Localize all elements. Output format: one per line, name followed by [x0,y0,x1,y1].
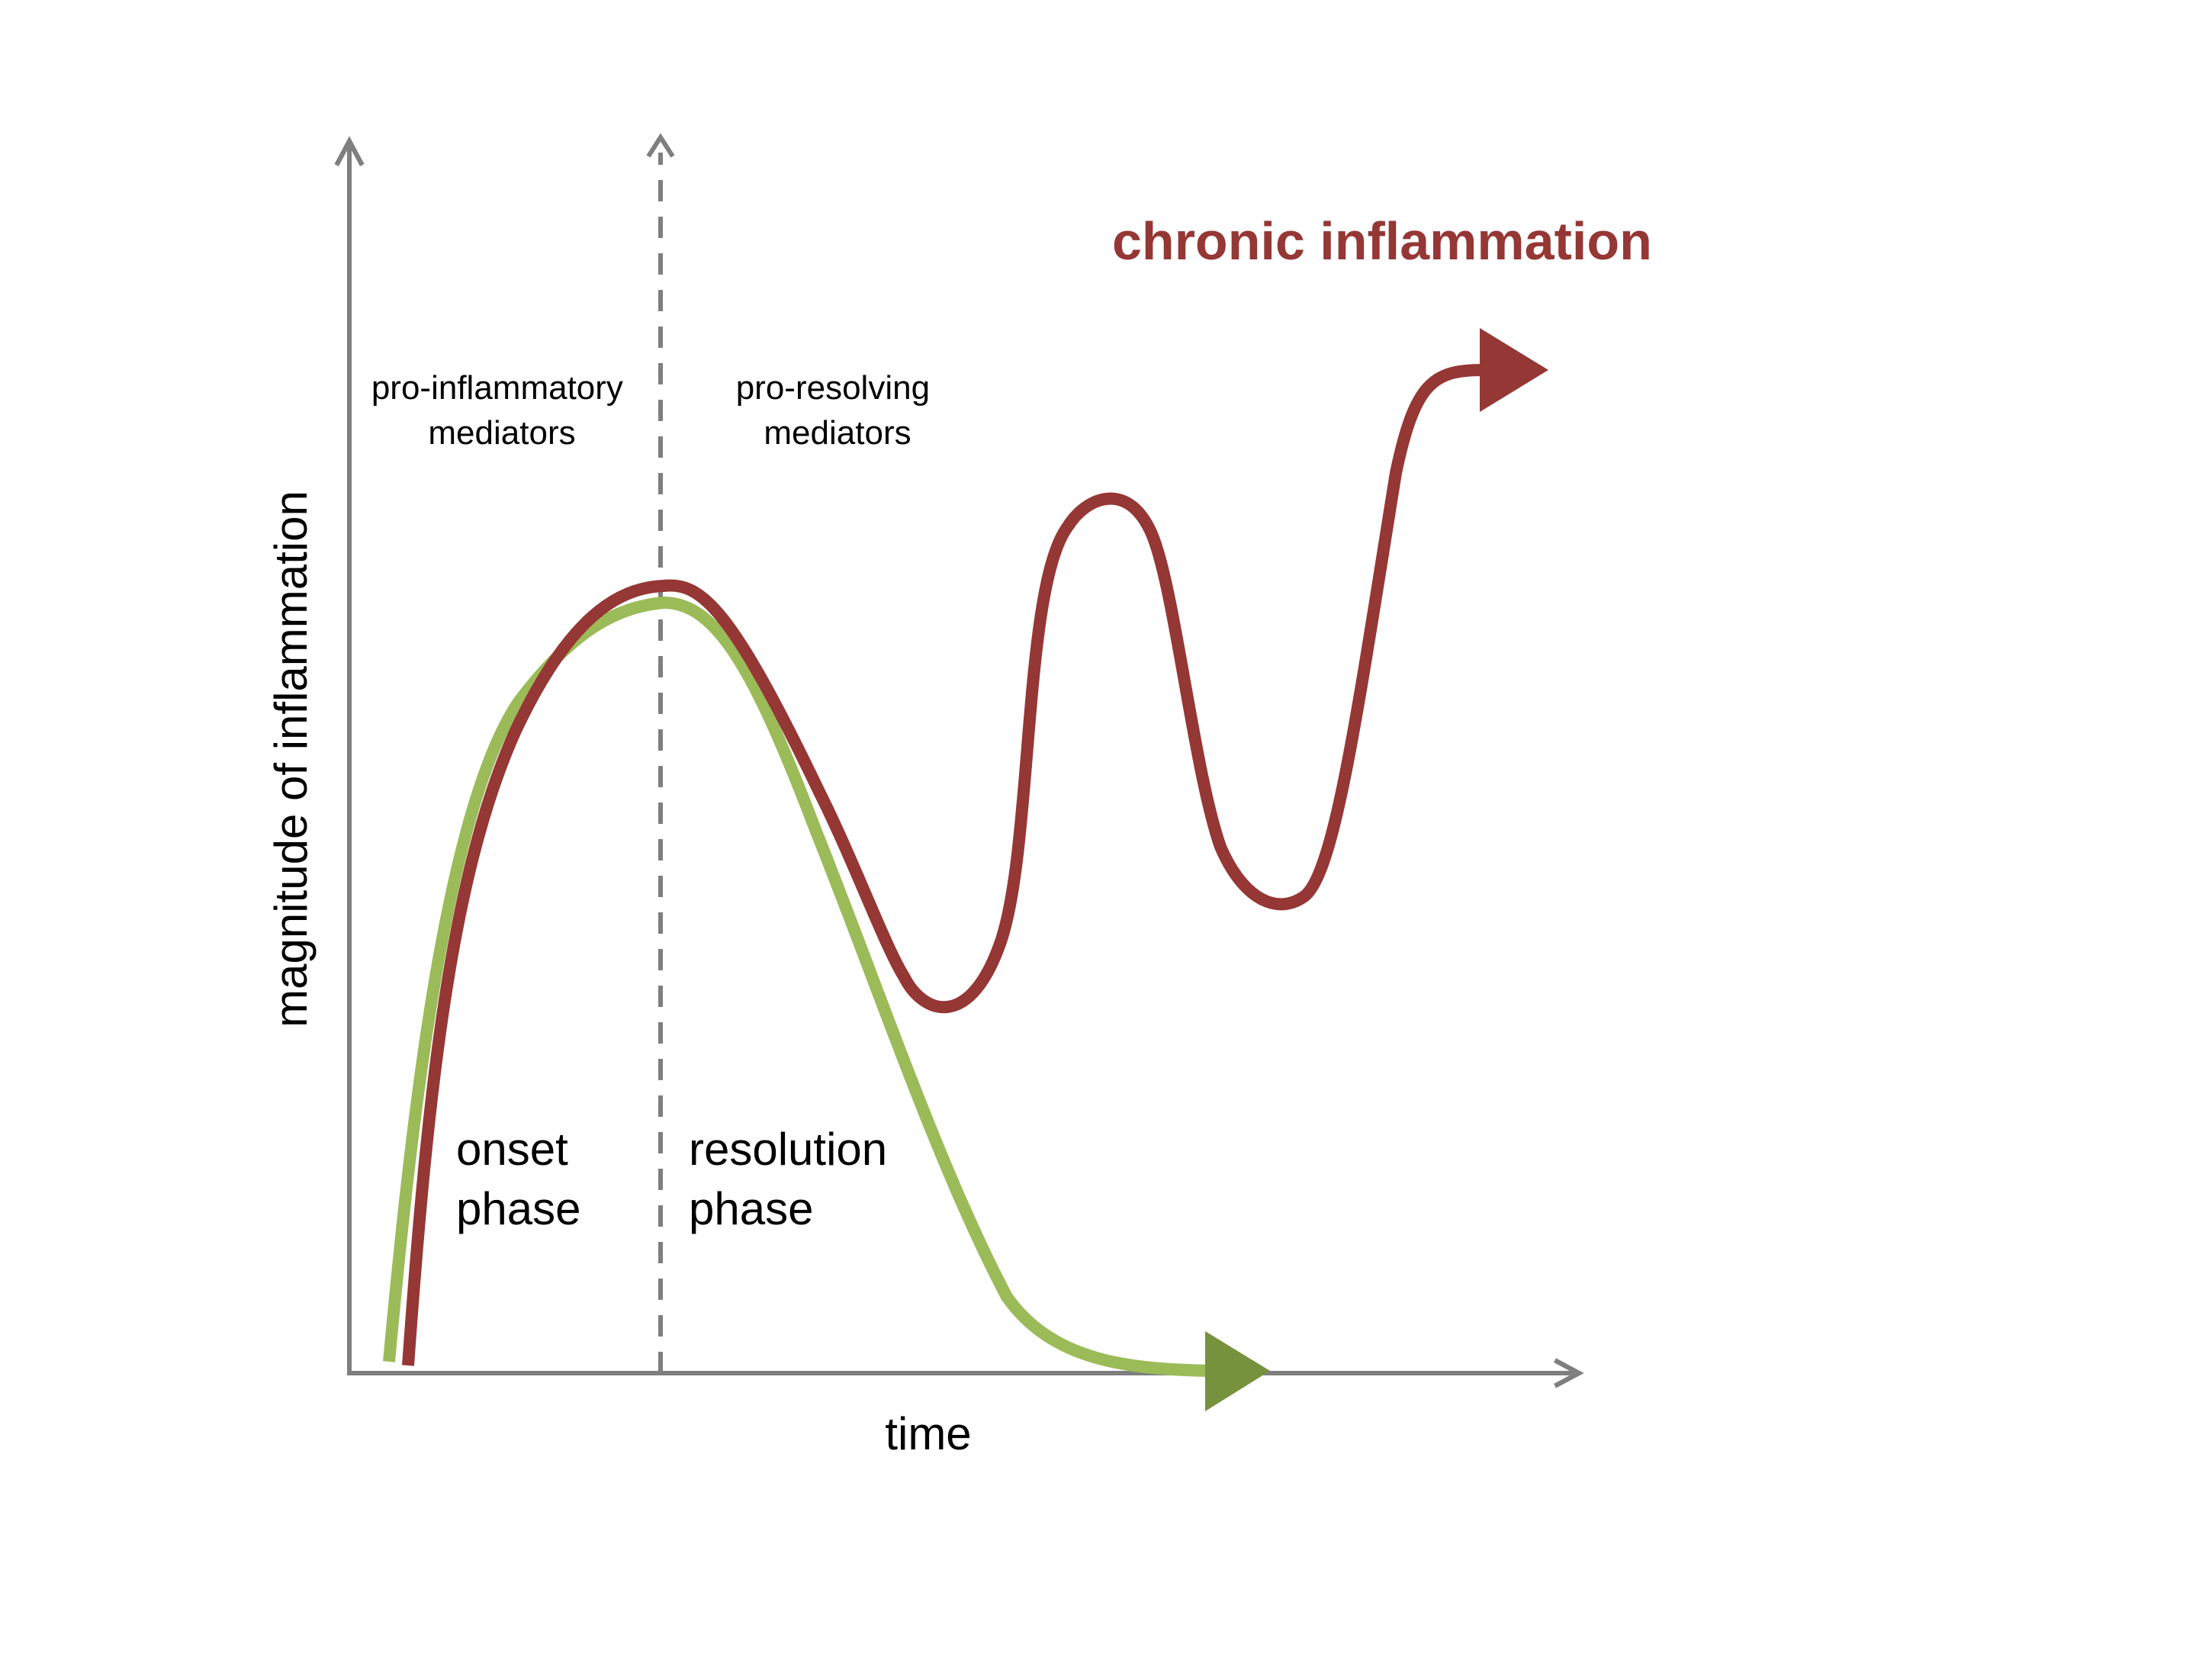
resolution-phase-label: resolution phase [689,1124,900,1234]
pro-resolving-label: pro-resolving mediators [736,369,940,452]
resolution-arrowhead [1205,1331,1270,1411]
y-axis-label: magnitude of inflammation [265,491,317,1028]
onset-phase-line-2: phase [456,1183,580,1234]
onset-phase-line-1: onset [456,1124,568,1175]
pro-inflammatory-line-2: mediators [428,414,575,452]
resolution-phase-line-1: resolution [689,1124,887,1175]
pro-resolving-line-1: pro-resolving [736,369,930,407]
onset-phase-label: onset phase [456,1124,580,1234]
x-axis-label: time [885,1408,971,1459]
pro-resolving-line-2: mediators [764,414,911,452]
resolution-phase-line-2: phase [689,1183,813,1234]
phase-divider-arrow [646,133,675,158]
chronic-curve [402,364,1484,1366]
resolution-curve [383,597,1214,1377]
pro-inflammatory-line-1: pro-inflammatory [371,369,623,407]
pro-inflammatory-label: pro-inflammatory mediators [371,369,632,452]
chronic-inflammation-label: chronic inflammation [1112,211,1652,271]
chronic-arrowhead [1480,328,1548,412]
